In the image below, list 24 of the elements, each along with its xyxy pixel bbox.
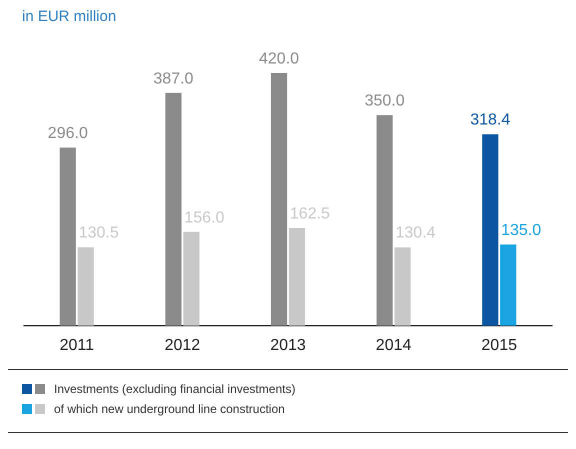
x-tick-label: 2014 <box>376 336 412 354</box>
bar <box>482 134 498 326</box>
bar <box>500 244 516 326</box>
bar <box>270 73 288 326</box>
data-label: 318.4 <box>470 112 510 129</box>
bar <box>376 115 393 326</box>
data-label: 296.0 <box>48 125 88 142</box>
data-label: 387.0 <box>153 70 194 88</box>
data-label: 420.0 <box>259 50 300 68</box>
bar <box>78 247 94 326</box>
x-tick-label: 2011 <box>60 336 94 354</box>
chart-title: in EUR million <box>22 8 118 25</box>
bar <box>394 247 411 326</box>
legend-label: of which new underground line construction <box>54 402 285 416</box>
legend-label: Investments (excluding financial investments) <box>54 382 296 396</box>
x-tick-label: 2013 <box>270 336 306 354</box>
x-tick-label: 2012 <box>164 336 200 354</box>
bar <box>60 148 76 326</box>
bar <box>288 228 306 326</box>
data-label: 350.0 <box>364 92 405 110</box>
data-label: 135.0 <box>501 222 542 239</box>
x-tick-label: 2015 <box>481 336 518 354</box>
bar <box>183 232 200 326</box>
bar <box>165 92 182 326</box>
